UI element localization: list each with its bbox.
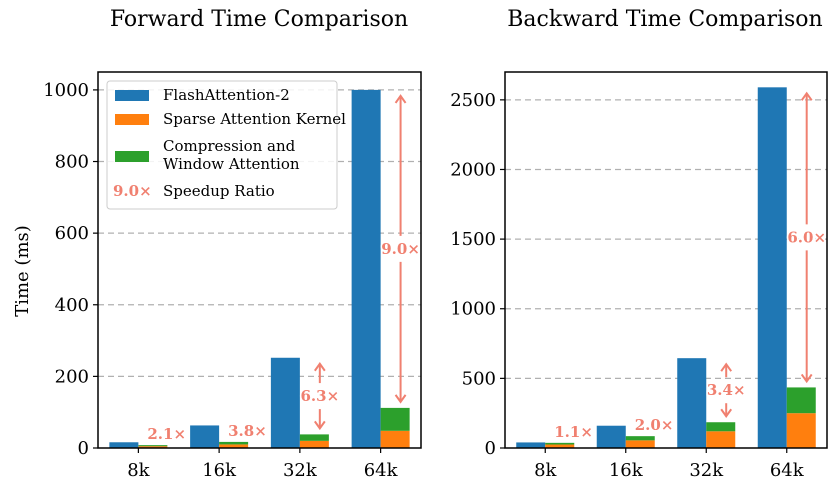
bar-compression-window bbox=[219, 441, 249, 445]
bar-flashattention bbox=[757, 87, 787, 449]
backward-plot-area: 1.1× 2.0× 3.4× 6.0× 0 500 1000 1500 2000 2500 8k 16… bbox=[450, 71, 828, 481]
x-tick-label: 16k bbox=[609, 460, 644, 481]
speedup-arrowhead-down bbox=[720, 408, 733, 418]
forward-chart: Forward Time Comparison Time (ms) 2.1× 3.… bbox=[12, 7, 422, 481]
speedup-label: 3.4× bbox=[707, 381, 746, 399]
x-tick-label: 8k bbox=[534, 460, 557, 481]
y-tick-label: 2000 bbox=[450, 159, 496, 180]
y-tick-label: 800 bbox=[55, 152, 89, 173]
y-axis-label: Time (ms) bbox=[12, 225, 33, 317]
speedup-arrowhead-down bbox=[314, 420, 326, 431]
speedup-label: 9.0× bbox=[381, 240, 420, 258]
bar-sparse-kernel bbox=[219, 444, 249, 448]
bar-compression-window bbox=[299, 434, 329, 441]
bar-flashattention bbox=[190, 425, 220, 448]
speedup-arrowhead-up bbox=[394, 94, 407, 104]
legend-label-speedup: Speedup Ratio bbox=[163, 182, 275, 200]
legend-label-sparse: Sparse Attention Kernel bbox=[163, 110, 346, 128]
legend-label-compression-line1: Compression and bbox=[163, 137, 296, 155]
bar-compression-window bbox=[625, 436, 655, 441]
speedup-label: 6.0× bbox=[787, 228, 826, 246]
bar-compression-window bbox=[545, 442, 575, 445]
bar-compression-window bbox=[138, 445, 168, 447]
x-tick-label: 8k bbox=[127, 460, 150, 481]
x-tick-label: 32k bbox=[689, 460, 724, 481]
legend-swatch-sparse bbox=[115, 114, 149, 125]
bar-compression-window bbox=[706, 422, 736, 432]
speedup-label: 3.8× bbox=[228, 422, 267, 440]
y-tick-label: 1000 bbox=[450, 299, 496, 320]
x-tick-label: 16k bbox=[202, 460, 237, 481]
bar-flashattention bbox=[516, 442, 546, 448]
x-tick-label: 64k bbox=[364, 460, 399, 481]
legend-swatch-compression bbox=[115, 151, 149, 162]
y-tick-label: 200 bbox=[55, 366, 89, 387]
y-tick-label: 0 bbox=[485, 438, 496, 459]
bar-sparse-kernel bbox=[786, 413, 816, 448]
speedup-label: 2.1× bbox=[147, 425, 186, 443]
speedup-arrowhead-up bbox=[800, 91, 813, 101]
legend-label-flashattention: FlashAttention-2 bbox=[163, 86, 290, 104]
bar-sparse-kernel bbox=[625, 440, 655, 448]
x-tick-label: 64k bbox=[770, 460, 805, 481]
speedup-label: 6.3× bbox=[300, 387, 339, 405]
bar-sparse-kernel bbox=[138, 446, 168, 448]
speedup-arrowhead-down bbox=[394, 394, 407, 404]
bar-flashattention bbox=[351, 89, 381, 449]
legend-swatch-flashattention bbox=[115, 90, 149, 101]
y-tick-label: 600 bbox=[55, 223, 89, 244]
bar-sparse-kernel bbox=[299, 440, 329, 448]
axes-frame bbox=[504, 71, 828, 449]
bar-sparse-kernel bbox=[545, 444, 575, 448]
legend-speedup-marker: 9.0× bbox=[113, 182, 152, 200]
y-tick-label: 500 bbox=[462, 368, 496, 389]
y-tick-label: 1500 bbox=[450, 229, 496, 250]
bar-flashattention bbox=[677, 358, 707, 448]
bar-compression-window bbox=[786, 387, 816, 414]
speedup-arrowhead-up bbox=[314, 362, 326, 372]
legend-label-compression-line2: Window Attention bbox=[163, 155, 300, 173]
backward-chart: Backward Time Comparison 1.1× 2.0× 3.4× 6.0… bbox=[450, 7, 828, 481]
y-tick-label: 0 bbox=[78, 438, 89, 459]
bar-flashattention bbox=[270, 357, 300, 448]
forward-plot-area: 2.1× 3.8× 6.3× 9.0× 0 200 400 600 800 1000 8k 16k 32… bbox=[43, 71, 422, 481]
bar-flashattention bbox=[109, 442, 139, 448]
bar-flashattention bbox=[596, 425, 626, 448]
speedup-arrowhead-up bbox=[720, 362, 733, 372]
speedup-arrowhead-down bbox=[800, 373, 813, 384]
x-tick-label: 32k bbox=[283, 460, 318, 481]
speedup-label: 1.1× bbox=[554, 423, 593, 441]
y-tick-label: 400 bbox=[55, 295, 89, 316]
axes-frame bbox=[97, 71, 422, 449]
y-tick-label: 2500 bbox=[450, 90, 496, 111]
bar-sparse-kernel bbox=[706, 431, 736, 448]
bar-sparse-kernel bbox=[380, 430, 410, 448]
backward-chart-title: Backward Time Comparison bbox=[507, 7, 822, 32]
legend: FlashAttention-2 Sparse Attention Kernel… bbox=[106, 80, 346, 210]
bar-compression-window bbox=[380, 407, 410, 431]
forward-chart-title: Forward Time Comparison bbox=[110, 7, 408, 32]
y-tick-label: 1000 bbox=[43, 80, 89, 101]
speedup-label: 2.0× bbox=[635, 416, 674, 434]
legend-frame bbox=[106, 80, 338, 210]
